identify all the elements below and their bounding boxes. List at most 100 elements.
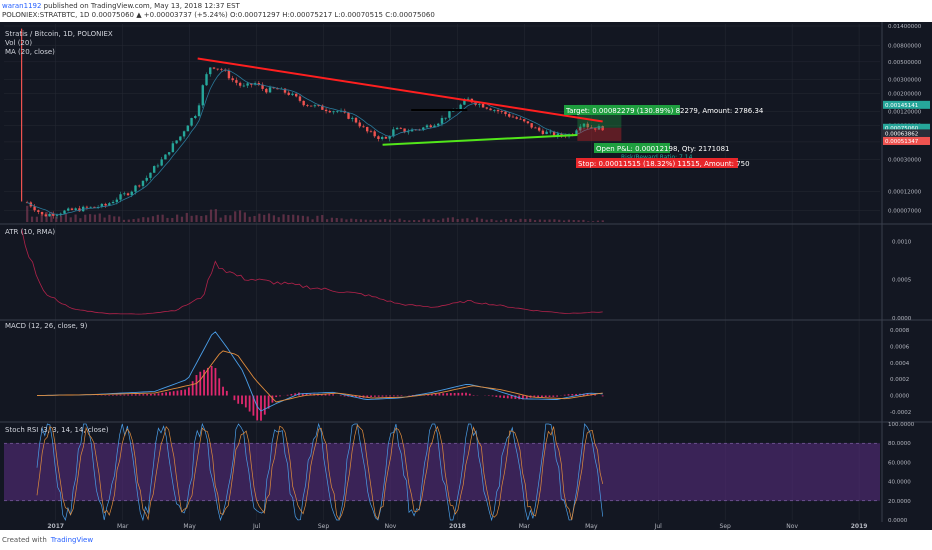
stoch-k-line: [36, 422, 604, 522]
publish-line: waran1192 published on TradingView.com, …: [2, 2, 240, 10]
candle-body: [440, 118, 444, 124]
candle-body: [268, 87, 272, 93]
stoch-tick-label: 60.0000: [888, 460, 911, 466]
time-tick-label: 2018: [449, 523, 466, 530]
macd-histogram-bar: [294, 393, 297, 396]
author-link[interactable]: waran1192: [2, 2, 42, 10]
volume-bar: [592, 221, 595, 222]
candle-body: [399, 127, 403, 129]
candle-body: [478, 103, 481, 105]
macd-histogram-bar: [127, 394, 130, 396]
volume-bar: [355, 219, 358, 222]
price-axis-badge-label: 0.00051347: [885, 139, 919, 145]
candle-body: [552, 131, 556, 137]
time-tick-label: Nov: [786, 523, 798, 530]
trendline-green: [382, 133, 578, 146]
volume-bar: [79, 218, 82, 222]
price-tick-label: 0.00030000: [888, 158, 922, 164]
volume-bar: [258, 213, 261, 222]
macd-histogram-bar: [389, 395, 391, 397]
candle-body: [496, 110, 500, 112]
open-pnl-box: [594, 143, 670, 153]
macd-histogram-bar: [134, 394, 137, 396]
macd-histogram-bar: [434, 393, 437, 396]
macd-histogram-bar: [233, 395, 236, 401]
macd-histogram-bar: [241, 395, 243, 405]
candle-body: [582, 123, 586, 127]
macd-histogram-bar: [195, 375, 198, 396]
chart-canvas[interactable]: 0.01400000 0.00800000 0.00500000 0.00300000…: [0, 22, 932, 530]
volume-bar: [40, 214, 43, 222]
volume-bar: [490, 219, 493, 222]
macd-histogram-bar: [491, 395, 494, 397]
price-tick-label: 0.01400000: [888, 24, 922, 30]
candle-body: [526, 121, 530, 124]
volume-bar: [156, 214, 159, 222]
macd-histogram-bar: [165, 392, 167, 396]
volume-bar: [45, 211, 48, 222]
volume-bars: [26, 205, 604, 222]
macd-histogram-bar: [267, 395, 270, 409]
macd-histogram-bar: [142, 394, 145, 396]
stoch-tick-label: 0.0000: [888, 518, 908, 524]
candle-body: [220, 68, 223, 70]
volume-bar: [248, 216, 251, 222]
volume-bar: [113, 216, 116, 222]
candle-body: [575, 130, 578, 136]
candle-body: [444, 117, 447, 119]
candle-body: [313, 105, 317, 107]
candle-body: [601, 126, 604, 131]
price-tick-label: 0.00500000: [888, 60, 922, 66]
volume-bar: [325, 219, 329, 222]
macd-histogram-bar: [392, 395, 395, 397]
atr-tick-label: 0.0010: [892, 239, 912, 245]
candle-body: [171, 143, 175, 153]
volume-bar: [509, 218, 512, 222]
candle-body: [100, 203, 104, 208]
macd-histogram-bar: [541, 395, 543, 398]
volume-bar: [316, 215, 319, 222]
candle-body: [40, 211, 44, 215]
volume-bar: [408, 220, 411, 222]
price-axis-badge: [883, 129, 930, 138]
volume-bar: [427, 219, 430, 222]
macd-histogram-bar: [438, 393, 441, 396]
candle-body: [489, 108, 492, 111]
volume-bar: [398, 218, 401, 222]
candle-body: [246, 83, 249, 86]
macd-histogram-bar: [563, 394, 566, 396]
macd-histogram-bar: [594, 394, 596, 396]
atr-line: [21, 228, 603, 315]
macd-histogram-bar: [453, 392, 456, 396]
candle-body: [287, 92, 290, 95]
macd-histogram-bar: [206, 367, 209, 396]
candle-body: [593, 128, 597, 130]
volume-bar: [330, 217, 334, 222]
macd-histogram-bar: [427, 394, 429, 396]
candle-body: [152, 166, 156, 173]
atr-tick-label: 0.0005: [892, 278, 912, 284]
candle-body: [70, 208, 74, 210]
stop-label: Stop: 0.00011515 (18.32%) 11515, Amount:…: [578, 160, 750, 168]
candle-body: [231, 78, 234, 81]
macd-line: [36, 331, 603, 412]
macd-histogram-bar: [468, 393, 471, 396]
macd-tick-label: 0.0002: [890, 377, 909, 383]
volume-bar: [345, 219, 348, 222]
tradingview-brand-link[interactable]: TradingView: [50, 536, 94, 544]
candle-body: [298, 96, 302, 101]
time-tick-label: 2017: [47, 523, 64, 530]
candle-body: [85, 206, 89, 208]
macd-histogram-bar: [112, 394, 114, 396]
volume-bar: [142, 217, 145, 222]
candle-body: [126, 193, 130, 196]
volume-bar: [553, 219, 556, 222]
candle-body: [403, 128, 406, 133]
candle-body: [182, 131, 186, 137]
volume-bar: [519, 218, 522, 222]
candle-body: [145, 177, 148, 181]
macd-histogram-bar: [309, 393, 312, 396]
candle-body: [141, 180, 145, 186]
volume-bar: [108, 214, 111, 222]
ticker-line: POLONIEX:STRATBTC, 1D 0.00075060 ▲ +0.00…: [2, 11, 435, 19]
